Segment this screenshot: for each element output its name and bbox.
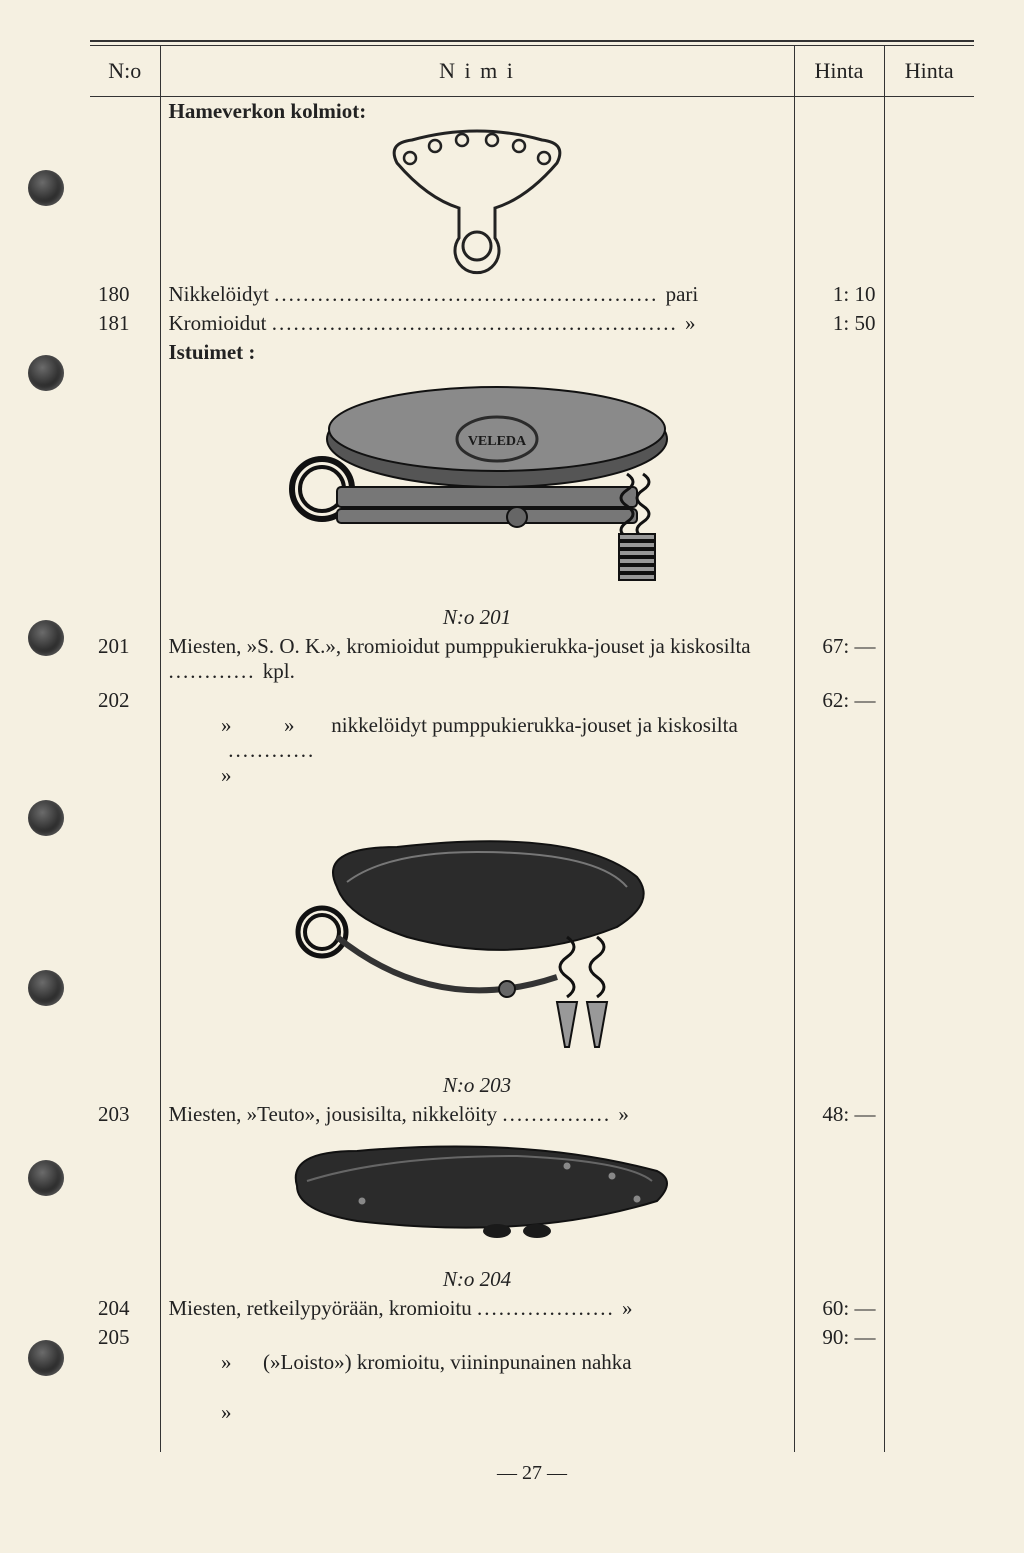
- item-unit: »: [685, 311, 696, 335]
- leader-dots: ...............: [502, 1102, 618, 1126]
- table-row: 201 Miesten, »S. O. K.», kromioidut pump…: [90, 632, 974, 686]
- catalog-page: N:o N i m i Hinta Hinta Hameverkon kolmi…: [0, 0, 1024, 1553]
- table-row: 203 Miesten, »Teuto», jousisilta, nikkel…: [90, 1100, 974, 1129]
- page-number: — 27 —: [90, 1462, 974, 1485]
- item-unit: »: [622, 1296, 633, 1320]
- binder-hole: [28, 1160, 64, 1196]
- item-price: 1: 10: [794, 280, 884, 309]
- table-row: 204 Miesten, retkeilypyörään, kromioitu …: [90, 1294, 974, 1323]
- item-name: Nikkelöidyt ............................…: [160, 280, 794, 309]
- illustration-row: [90, 126, 974, 280]
- item-text: Miesten, »Teuto», jousisilta, nikkelöity: [169, 1102, 498, 1126]
- item-no: 180: [90, 280, 160, 309]
- table-row: 180 Nikkelöidyt ........................…: [90, 280, 974, 309]
- item-price: 67: —: [794, 632, 884, 686]
- section-row: Hameverkon kolmiot:: [90, 97, 974, 127]
- illustration-caption: N:o 204: [169, 1261, 786, 1292]
- item-no: 203: [90, 1100, 160, 1129]
- table-row: 181 Kromioidut .........................…: [90, 309, 974, 338]
- item-name: Miesten, »Teuto», jousisilta, nikkelöity…: [160, 1100, 794, 1129]
- item-price: 1: 50: [794, 309, 884, 338]
- item-price: 60: —: [794, 1294, 884, 1323]
- svg-text:VELEDA: VELEDA: [468, 434, 527, 449]
- col-header-price1: Hinta: [794, 46, 884, 97]
- item-name: » (»Loisto») kromioitu, viininpunainen n…: [160, 1323, 794, 1452]
- binder-hole: [28, 1340, 64, 1376]
- section-row: Istuimet :: [90, 338, 974, 367]
- leader-dots: ............: [169, 659, 263, 683]
- col-header-price2: Hinta: [884, 46, 974, 97]
- leader-dots: ........................................…: [274, 282, 666, 306]
- item-unit: pari: [666, 282, 699, 306]
- item-no: 205: [90, 1323, 160, 1452]
- illustration-row: VELEDA: [90, 367, 974, 632]
- item-unit: »: [221, 763, 232, 787]
- item-unit: »: [221, 1400, 232, 1424]
- section-heading-istuimet: Istuimet :: [160, 338, 794, 367]
- illustration-caption: N:o 203: [169, 1067, 786, 1098]
- section-heading-hameverkko: Hameverkon kolmiot:: [160, 97, 794, 127]
- table-row: 205 » (»Loisto») kromioitu, viininpunain…: [90, 1323, 974, 1452]
- illustration-row: N:o 203: [90, 815, 974, 1100]
- item-no: 181: [90, 309, 160, 338]
- item-no: 202: [90, 686, 160, 815]
- illustration-triangle: [160, 126, 794, 280]
- illustration-row: N:o 204: [90, 1129, 974, 1294]
- leader-dots: ...................: [477, 1296, 622, 1320]
- illustration-saddle-201: VELEDA: [160, 367, 794, 632]
- item-name: Kromioidut .............................…: [160, 309, 794, 338]
- table-header-row: N:o N i m i Hinta Hinta: [90, 46, 974, 97]
- binder-hole: [28, 170, 64, 206]
- item-text: Miesten, retkeilypyörään, kromioitu: [169, 1296, 472, 1320]
- item-text: » » nikkelöidyt pumppukierukka-jouset ja…: [221, 713, 738, 737]
- item-text: » (»Loisto») kromioitu, viininpunainen n…: [221, 1350, 632, 1374]
- catalog-table: N:o N i m i Hinta Hinta Hameverkon kolmi…: [90, 46, 974, 1452]
- item-text: Miesten, »S. O. K.», kromioidut pumppuki…: [169, 634, 751, 658]
- item-name: » » nikkelöidyt pumppukierukka-jouset ja…: [160, 686, 794, 815]
- item-text: Nikkelöidyt: [169, 282, 269, 306]
- item-no: 201: [90, 632, 160, 686]
- item-text: Kromioidut: [169, 311, 267, 335]
- leader-dots: ............: [221, 738, 323, 762]
- item-name: Miesten, »S. O. K.», kromioidut pumppuki…: [160, 632, 794, 686]
- table-row: 202 » » nikkelöidyt pumppukierukka-jouse…: [90, 686, 974, 815]
- illustration-saddle-203: N:o 203: [160, 815, 794, 1100]
- item-price: 48: —: [794, 1100, 884, 1129]
- binder-hole: [28, 355, 64, 391]
- binder-hole: [28, 620, 64, 656]
- col-header-name: N i m i: [160, 46, 794, 97]
- item-unit: »: [618, 1102, 629, 1126]
- item-price: 90: —: [794, 1323, 884, 1452]
- illustration-caption: N:o 201: [169, 599, 786, 630]
- col-header-no: N:o: [90, 46, 160, 97]
- binder-hole: [28, 800, 64, 836]
- item-unit: kpl.: [263, 659, 295, 683]
- leader-dots: ........................................…: [272, 311, 685, 335]
- item-name: Miesten, retkeilypyörään, kromioitu ....…: [160, 1294, 794, 1323]
- binder-hole: [28, 970, 64, 1006]
- item-no: 204: [90, 1294, 160, 1323]
- illustration-saddle-204: N:o 204: [160, 1129, 794, 1294]
- item-price: 62: —: [794, 686, 884, 815]
